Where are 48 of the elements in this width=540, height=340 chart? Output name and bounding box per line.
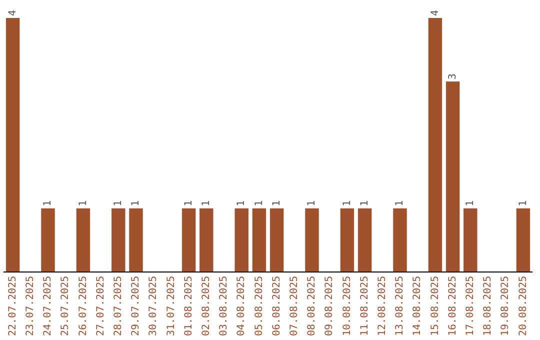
x-tick-label: 22.07.2025 bbox=[7, 276, 18, 336]
x-tick-label: 12.08.2025 bbox=[376, 276, 388, 336]
x-tick-label: 10.08.2025 bbox=[342, 276, 353, 336]
data-label: 4 bbox=[430, 10, 441, 16]
data-label: 1 bbox=[359, 200, 370, 206]
x-tick-label: 14.08.2025 bbox=[412, 276, 424, 336]
x-tick-label: 13.08.2025 bbox=[394, 276, 406, 336]
data-label: 1 bbox=[518, 200, 529, 206]
x-tick-label: 29.07.2025 bbox=[130, 276, 142, 336]
x-tick-label: 03.08.2025 bbox=[218, 276, 230, 336]
x-tick-label: 15.08.2025 bbox=[430, 276, 441, 336]
x-tick-label: 31.07.2025 bbox=[166, 276, 177, 336]
data-label: 1 bbox=[236, 200, 248, 206]
data-label: 1 bbox=[254, 200, 265, 206]
data-label: 1 bbox=[183, 200, 194, 206]
x-tick-label: 30.07.2025 bbox=[148, 276, 160, 336]
data-label: 4 bbox=[7, 10, 18, 16]
x-tick-label: 23.07.2025 bbox=[24, 276, 36, 336]
x-tick-label: 17.08.2025 bbox=[464, 276, 476, 336]
x-tick-label: 20.08.2025 bbox=[518, 276, 529, 336]
x-tick-label: 05.08.2025 bbox=[254, 276, 265, 336]
x-tick-label: 24.07.2025 bbox=[42, 276, 54, 336]
data-label: 1 bbox=[200, 200, 212, 206]
x-tick-label: 08.08.2025 bbox=[306, 276, 318, 336]
data-label: 3 bbox=[447, 73, 458, 80]
x-tick-label: 11.08.2025 bbox=[359, 276, 370, 336]
x-tick-label: 09.08.2025 bbox=[324, 276, 336, 336]
data-label: 1 bbox=[394, 200, 406, 206]
x-tick-label: 18.08.2025 bbox=[482, 276, 494, 336]
data-label: 1 bbox=[112, 200, 124, 206]
x-tick-label: 07.08.2025 bbox=[288, 276, 300, 336]
data-label: 1 bbox=[306, 200, 318, 206]
data-label: 1 bbox=[42, 200, 54, 206]
x-tick-label: 26.07.2025 bbox=[78, 276, 89, 336]
x-tick-label: 01.08.2025 bbox=[183, 276, 194, 336]
data-label: 1 bbox=[130, 200, 142, 206]
x-tick-label: 25.07.2025 bbox=[60, 276, 72, 336]
data-label: 1 bbox=[464, 200, 476, 206]
x-tick-label: 28.07.2025 bbox=[112, 276, 124, 336]
x-tick-label: 04.08.2025 bbox=[236, 276, 248, 336]
x-tick-label: 02.08.2025 bbox=[200, 276, 212, 336]
x-tick-label: 06.08.2025 bbox=[271, 276, 282, 336]
x-tick-label: 16.08.2025 bbox=[447, 276, 458, 336]
data-label: 1 bbox=[78, 200, 89, 206]
data-label: 1 bbox=[342, 200, 353, 206]
data-label: 1 bbox=[271, 200, 282, 206]
x-tick-label: 19.08.2025 bbox=[500, 276, 512, 336]
x-tick-label: 27.07.2025 bbox=[95, 276, 106, 336]
